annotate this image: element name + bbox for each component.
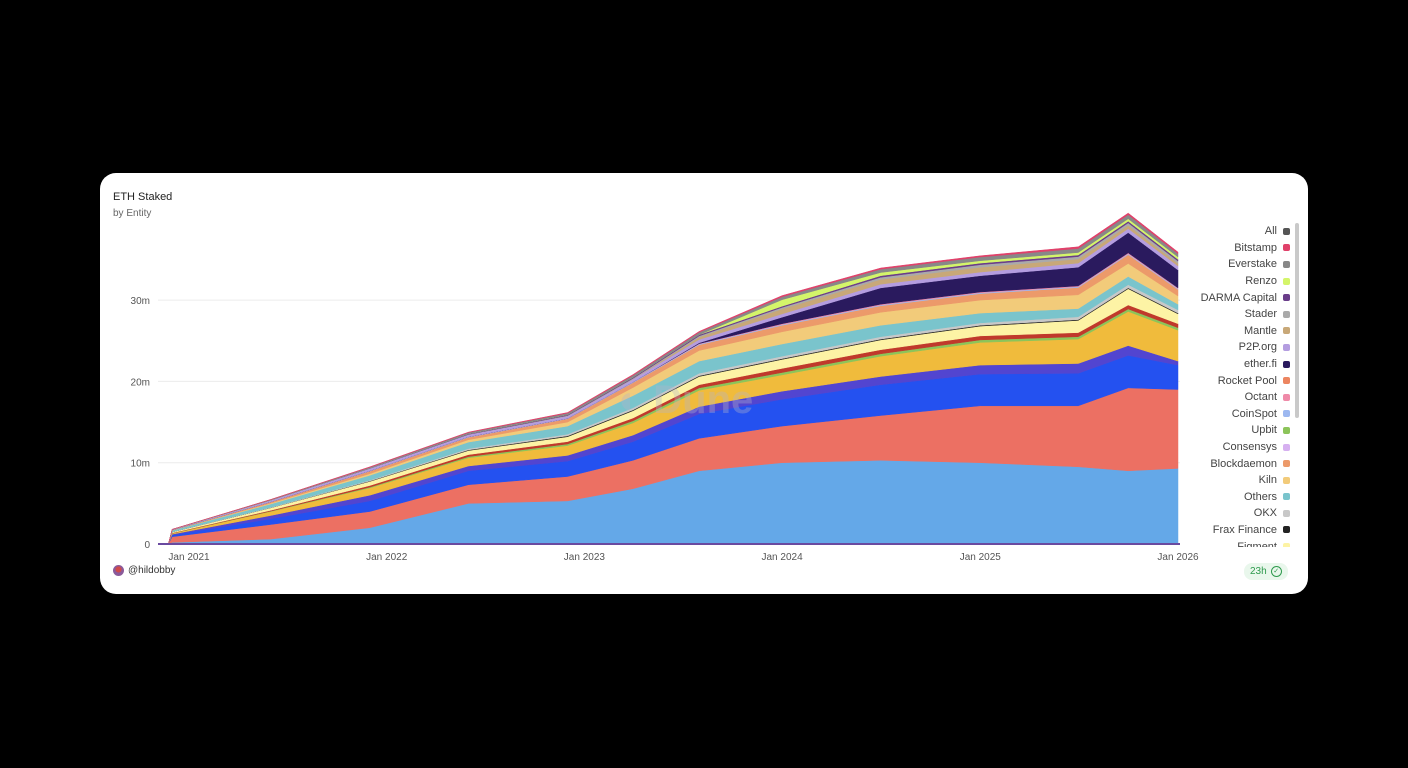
legend-label: All [1264,225,1277,238]
legend-item-mantle[interactable]: Mantle [1180,323,1290,340]
legend-item-coinspot[interactable]: CoinSpot [1180,406,1290,423]
legend-label: P2P.org [1238,341,1277,354]
legend-label: Others [1243,490,1277,503]
x-tick-label: Jan 2021 [168,552,210,563]
legend-item-upbit[interactable]: Upbit [1180,422,1290,439]
y-tick-label: 0 [144,540,150,551]
legend-item-okx[interactable]: OKX [1180,505,1290,522]
legend-swatch [1283,343,1290,351]
legend-swatch [1283,426,1290,434]
legend-swatch [1283,526,1290,534]
legend-label: Octant [1244,391,1277,404]
legend-swatch [1283,476,1290,484]
legend-item-rocket-pool[interactable]: Rocket Pool [1180,372,1290,389]
chart-title: ETH Staked [113,191,173,203]
legend-item-everstake[interactable]: Everstake [1180,256,1290,273]
legend-label: Consensys [1222,441,1277,454]
legend-swatch [1283,509,1290,517]
legend-label: Frax Finance [1212,523,1277,536]
refresh-badge[interactable]: 23h ✓ [1244,563,1288,580]
legend-label: Everstake [1228,258,1277,271]
legend-label: Stader [1244,308,1277,321]
legend-item-all[interactable]: All [1180,223,1290,240]
x-tick-label: Jan 2026 [1157,552,1199,563]
legend-swatch [1283,393,1290,401]
legend-item-octant[interactable]: Octant [1180,389,1290,406]
legend: All Bitstamp Everstake Renzo DARMA Capital St… [1180,223,1290,547]
refresh-age: 23h [1250,566,1267,577]
stacked-area-chart: 0 10m 20m 30m Jan 2021 Jan 2022 Jan 2023 Jan 20… [131,212,1199,563]
legend-item-figment[interactable]: Figment [1180,538,1290,547]
legend-label: Figment [1237,540,1277,547]
legend-label: CoinSpot [1231,407,1277,420]
legend-scrollbar[interactable] [1295,223,1299,418]
y-tick-label: 10m [131,459,150,470]
legend-item-stader[interactable]: Stader [1180,306,1290,323]
legend-item-consensys[interactable]: Consensys [1180,439,1290,456]
legend-item-p2p-org[interactable]: P2P.org [1180,339,1290,356]
legend-item-ether-fi[interactable]: ether.fi [1180,356,1290,373]
author-link[interactable]: @hildobby [113,565,175,576]
legend-swatch [1283,277,1290,285]
legend-swatch [1283,543,1290,547]
legend-swatch [1283,493,1290,501]
legend-item-darma-capital[interactable]: DARMA Capital [1180,289,1290,306]
legend-label: Mantle [1243,324,1277,337]
legend-label: DARMA Capital [1200,291,1277,304]
legend-label: Kiln [1258,474,1277,487]
legend-swatch [1283,410,1290,418]
legend-item-frax-finance[interactable]: Frax Finance [1180,522,1290,539]
legend-label: Bitstamp [1234,241,1277,254]
legend-swatch [1283,244,1290,252]
x-tick-label: Jan 2023 [564,552,606,563]
legend-label: Renzo [1245,275,1277,288]
legend-swatch [1283,260,1290,268]
legend-item-others[interactable]: Others [1180,489,1290,506]
legend-label: ether.fi [1243,358,1277,371]
legend-label: Upbit [1251,424,1277,437]
legend-item-kiln[interactable]: Kiln [1180,472,1290,489]
legend-label: Blockdaemon [1210,457,1277,470]
legend-swatch [1283,294,1290,302]
area-series-bitstamp [168,212,1179,545]
legend-label: Rocket Pool [1217,374,1277,387]
y-tick-label: 30m [131,296,150,307]
y-tick-label: 20m [131,377,150,388]
legend-swatch [1283,360,1290,368]
x-tick-label: Jan 2024 [761,552,803,563]
legend-item-renzo[interactable]: Renzo [1180,273,1290,290]
chart-subtitle: by Entity [113,208,152,219]
avatar [113,565,124,576]
legend-label: OKX [1253,507,1277,520]
legend-swatch [1283,310,1290,318]
legend-swatch [1283,460,1290,468]
legend-swatch [1283,227,1290,235]
chart-card: ETH Staked by Entity 0 10m 20m 30m Jan 2021 J… [100,173,1308,594]
legend-swatch [1283,443,1290,451]
legend-swatch [1283,377,1290,385]
check-circle-icon: ✓ [1270,566,1282,577]
legend-item-blockdaemon[interactable]: Blockdaemon [1180,455,1290,472]
x-tick-label: Jan 2022 [366,552,408,563]
legend-swatch [1283,327,1290,335]
author-name: @hildobby [128,565,176,576]
legend-item-bitstamp[interactable]: Bitstamp [1180,240,1290,257]
x-tick-label: Jan 2025 [960,552,1002,563]
